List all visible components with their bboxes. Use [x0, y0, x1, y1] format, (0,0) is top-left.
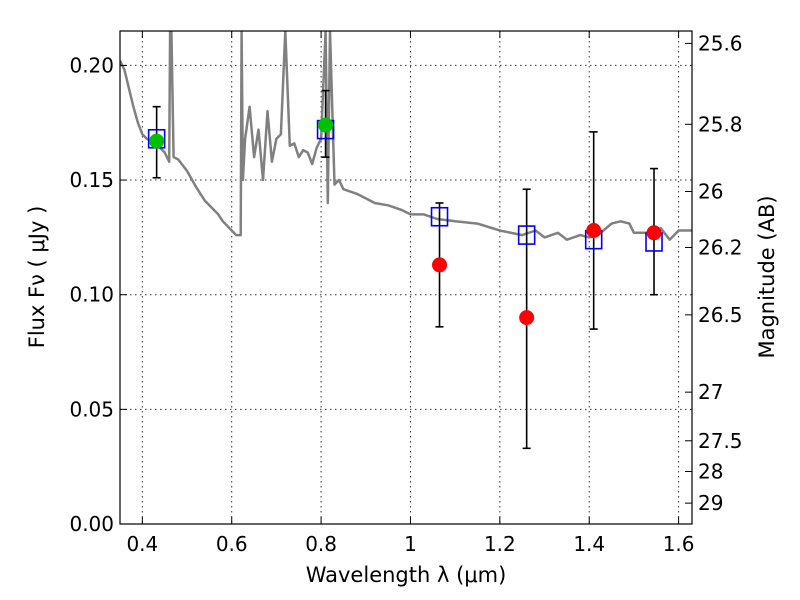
y-tick-label: 0.05: [69, 397, 114, 421]
right-tick-label: 25.6: [698, 31, 743, 55]
plot-area: [120, 31, 692, 450]
plot-frame: [119, 30, 693, 525]
grid-lines: [120, 31, 692, 525]
right-tick-label: 26.2: [698, 235, 743, 259]
right-tick-label: 26: [698, 180, 723, 204]
y-tick-label: 0.10: [69, 283, 114, 307]
x-tick-label: 0.4: [126, 532, 158, 556]
y-tick-label: 0.20: [69, 53, 114, 77]
y-tick-label: 0.00: [69, 512, 114, 536]
right-tick-label: 29: [698, 491, 723, 515]
observed-green-point: [149, 133, 165, 149]
x-tick-label: 1.2: [484, 532, 516, 556]
x-tick-label: 1: [404, 532, 417, 556]
observed-red-point: [432, 257, 448, 273]
x-tick-label: 0.8: [305, 532, 337, 556]
y-tick-label: 0.15: [69, 168, 114, 192]
model-square-marker: [517, 225, 536, 245]
x-axis-label: Wavelength λ (μm): [306, 563, 507, 587]
axis-ticks: 0.4 0.6 0.8 1 1.2 1.4 1.6 0.00 0.05 0.10 0.15 0.20 2…: [69, 31, 743, 556]
y-axis-label: Flux Fν ( μJy ): [25, 206, 49, 349]
x-tick-label: 1.6: [663, 532, 695, 556]
right-tick-label: 26.5: [698, 303, 743, 327]
y-axis-right-label: Magnitude (AB): [755, 195, 779, 358]
observed-red-point: [646, 225, 662, 241]
model-spectrum-line: [120, 31, 692, 241]
observed-red-point: [519, 310, 535, 326]
observed-green-point: [318, 117, 334, 133]
model-square-marker: [430, 206, 449, 227]
right-tick-label: 27: [698, 380, 723, 404]
x-tick-label: 0.6: [216, 532, 248, 556]
observed-red-point: [586, 222, 602, 238]
right-tick-label: 25.8: [698, 112, 743, 136]
right-tick-label: 27.5: [698, 429, 743, 453]
x-tick-label: 1.4: [573, 532, 605, 556]
right-tick-label: 28: [698, 459, 723, 483]
